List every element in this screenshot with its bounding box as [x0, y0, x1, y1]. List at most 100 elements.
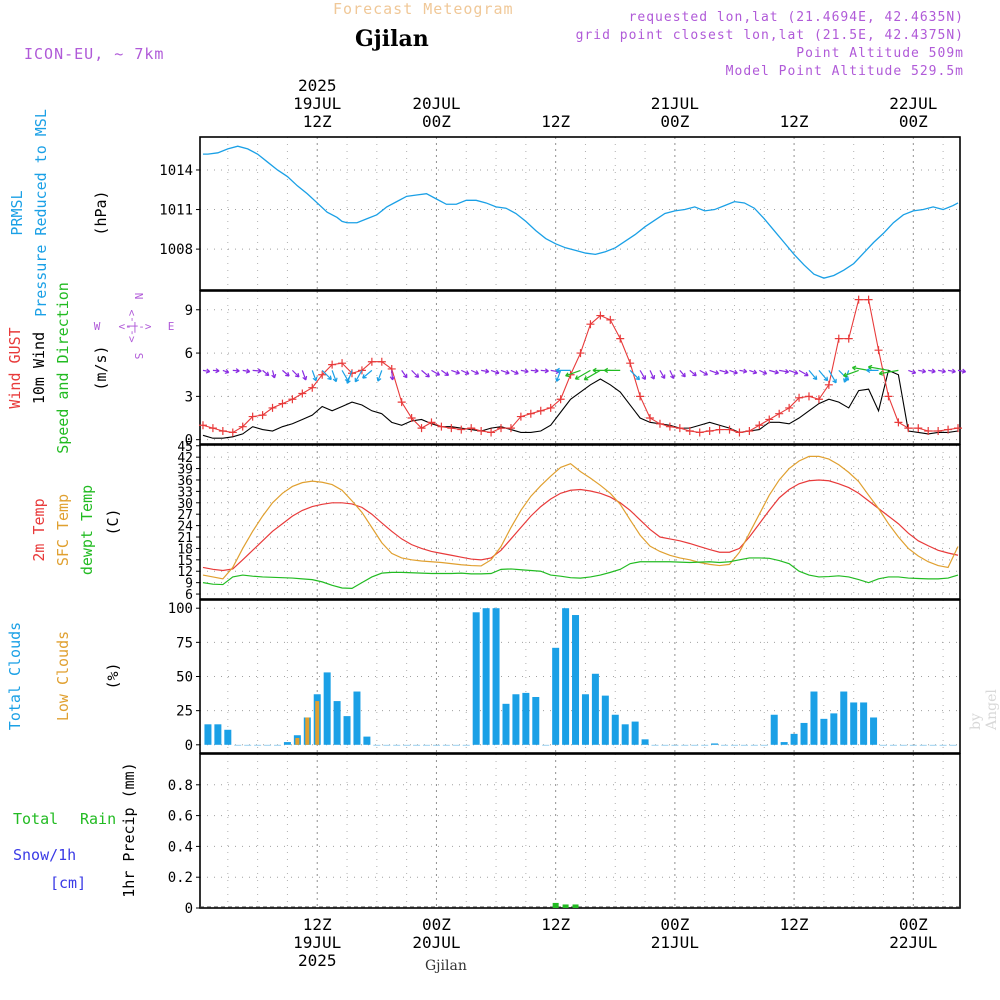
wind-direction-arrow: [530, 368, 539, 374]
wind-direction-arrow: [798, 369, 809, 377]
wind-direction-arrow: [470, 369, 480, 375]
y-tick-label-precip: 0.8: [168, 778, 193, 794]
cloud-bar-low: [295, 737, 300, 745]
axis-unit-temp: (C): [104, 508, 122, 535]
axis-label-precip: 1hr Precip (mm): [120, 762, 138, 897]
model-altitude: Model Point Altitude 529.5m: [725, 64, 964, 79]
wind-direction-arrow: [669, 370, 675, 380]
time-label-bottom: 22JUL: [889, 933, 937, 952]
wind-direction-arrow: [828, 370, 837, 384]
wind-direction-arrow: [341, 370, 350, 383]
y-tick-label-temperature: 15: [177, 554, 193, 569]
time-label-top: 12Z: [780, 112, 809, 131]
y-tick-label-precip: 0: [185, 901, 193, 917]
wind-direction-arrow: [540, 368, 549, 374]
time-label-top: 00Z: [660, 112, 689, 131]
time-label-top: 12Z: [541, 112, 570, 131]
time-label-bottom: 12Z: [541, 915, 570, 934]
gust-marker: [377, 357, 386, 366]
y-tick-label-wind: 3: [185, 389, 193, 405]
wind-direction-arrow: [321, 369, 332, 381]
wind-direction-arrow: [345, 370, 353, 384]
gust-marker: [576, 349, 585, 358]
axis-label-2m-temp: 2m Temp: [30, 498, 48, 561]
gust-marker: [228, 428, 237, 437]
panel-frame-precip: [199, 753, 961, 909]
legend-total: Total: [13, 810, 58, 828]
y-tick-label-wind: 6: [185, 346, 193, 362]
cloud-bar-total: [502, 703, 510, 745]
wind-direction-arrow: [555, 367, 571, 373]
y-tick-label-pressure: 1014: [159, 163, 193, 179]
axis-label-low-clouds: Low Clouds: [54, 631, 72, 721]
cloud-bar-total: [562, 608, 570, 745]
cloud-bar-total: [631, 721, 639, 745]
temp-line-dewpt: [202, 557, 959, 589]
panel-frame-clouds: [199, 599, 961, 754]
time-label-top: 19JUL: [293, 94, 341, 113]
y-tick-label-clouds: 75: [176, 635, 193, 651]
gust-marker: [397, 398, 406, 407]
wind-direction-arrow: [689, 369, 697, 377]
wind-direction-arrow: [376, 370, 383, 382]
axis-label-direction: Speed and Direction: [54, 282, 72, 454]
wind-direction-arrow: [421, 369, 430, 378]
rain-bar: [572, 904, 579, 908]
cloud-bar-total: [343, 716, 351, 745]
wind-direction-arrow: [866, 367, 879, 373]
gust-marker: [338, 359, 347, 368]
wind-direction-arrow: [938, 368, 946, 374]
panel-frame-wind: [199, 290, 961, 445]
wind-direction-arrow: [779, 368, 790, 375]
gust-marker: [655, 419, 664, 428]
gust-marker: [636, 392, 645, 401]
cloud-bar-total: [214, 724, 222, 745]
y-tick-label-temperature: 12: [177, 565, 193, 580]
gust-marker: [268, 403, 277, 412]
time-label-bottom: 00Z: [899, 915, 928, 934]
gust-marker: [785, 403, 794, 412]
y-tick-label-clouds: 25: [176, 704, 193, 720]
cloud-bar-total: [711, 743, 719, 745]
cloud-bar-total: [492, 608, 500, 745]
y-tick-label-precip: 0.4: [168, 839, 193, 855]
gust-marker: [814, 395, 823, 404]
time-label-top: 00Z: [422, 112, 451, 131]
gust-marker: [914, 424, 923, 433]
cloud-bar-total: [512, 694, 520, 745]
time-label-top: 21JUL: [651, 94, 699, 113]
wind-direction-arrow: [759, 369, 768, 375]
axis-label-total-clouds: Total Clouds: [6, 622, 24, 730]
y-tick-label-temperature: 24: [177, 520, 193, 535]
wind-direction-arrow: [481, 368, 490, 374]
gust-marker: [437, 422, 446, 431]
gust-marker: [457, 425, 466, 434]
gust-marker: [626, 359, 635, 368]
grid-v-temperature: [196, 445, 960, 599]
gust-marker: [844, 334, 853, 343]
compass-south: S: [132, 353, 145, 360]
wind-direction-arrow: [242, 368, 251, 374]
grid-v-pressure: [196, 137, 960, 290]
gust-marker: [804, 392, 813, 401]
gust-marker: [834, 334, 843, 343]
cloud-bar-total: [780, 742, 788, 745]
wind-direction-arrow: [565, 369, 581, 378]
gust-marker: [427, 418, 436, 427]
time-label-top: 00Z: [899, 112, 928, 131]
y-tick-label-precip: 0.6: [168, 809, 193, 825]
cloud-bar-total: [353, 691, 361, 745]
cloud-bar-total: [204, 724, 212, 745]
wind-direction-arrow: [639, 370, 647, 381]
gust-marker: [616, 334, 625, 343]
y-tick-label-temperature: 18: [177, 542, 193, 557]
axis-unit-wind: (m/s): [92, 345, 110, 390]
axis-label-gust: Wind GUST: [6, 327, 24, 408]
gust-marker: [308, 383, 317, 392]
wind-direction-arrow: [301, 370, 308, 381]
compass-east: E: [168, 320, 175, 333]
y-tick-label-temperature: 21: [177, 531, 193, 546]
wind-direction-arrow: [719, 369, 729, 375]
